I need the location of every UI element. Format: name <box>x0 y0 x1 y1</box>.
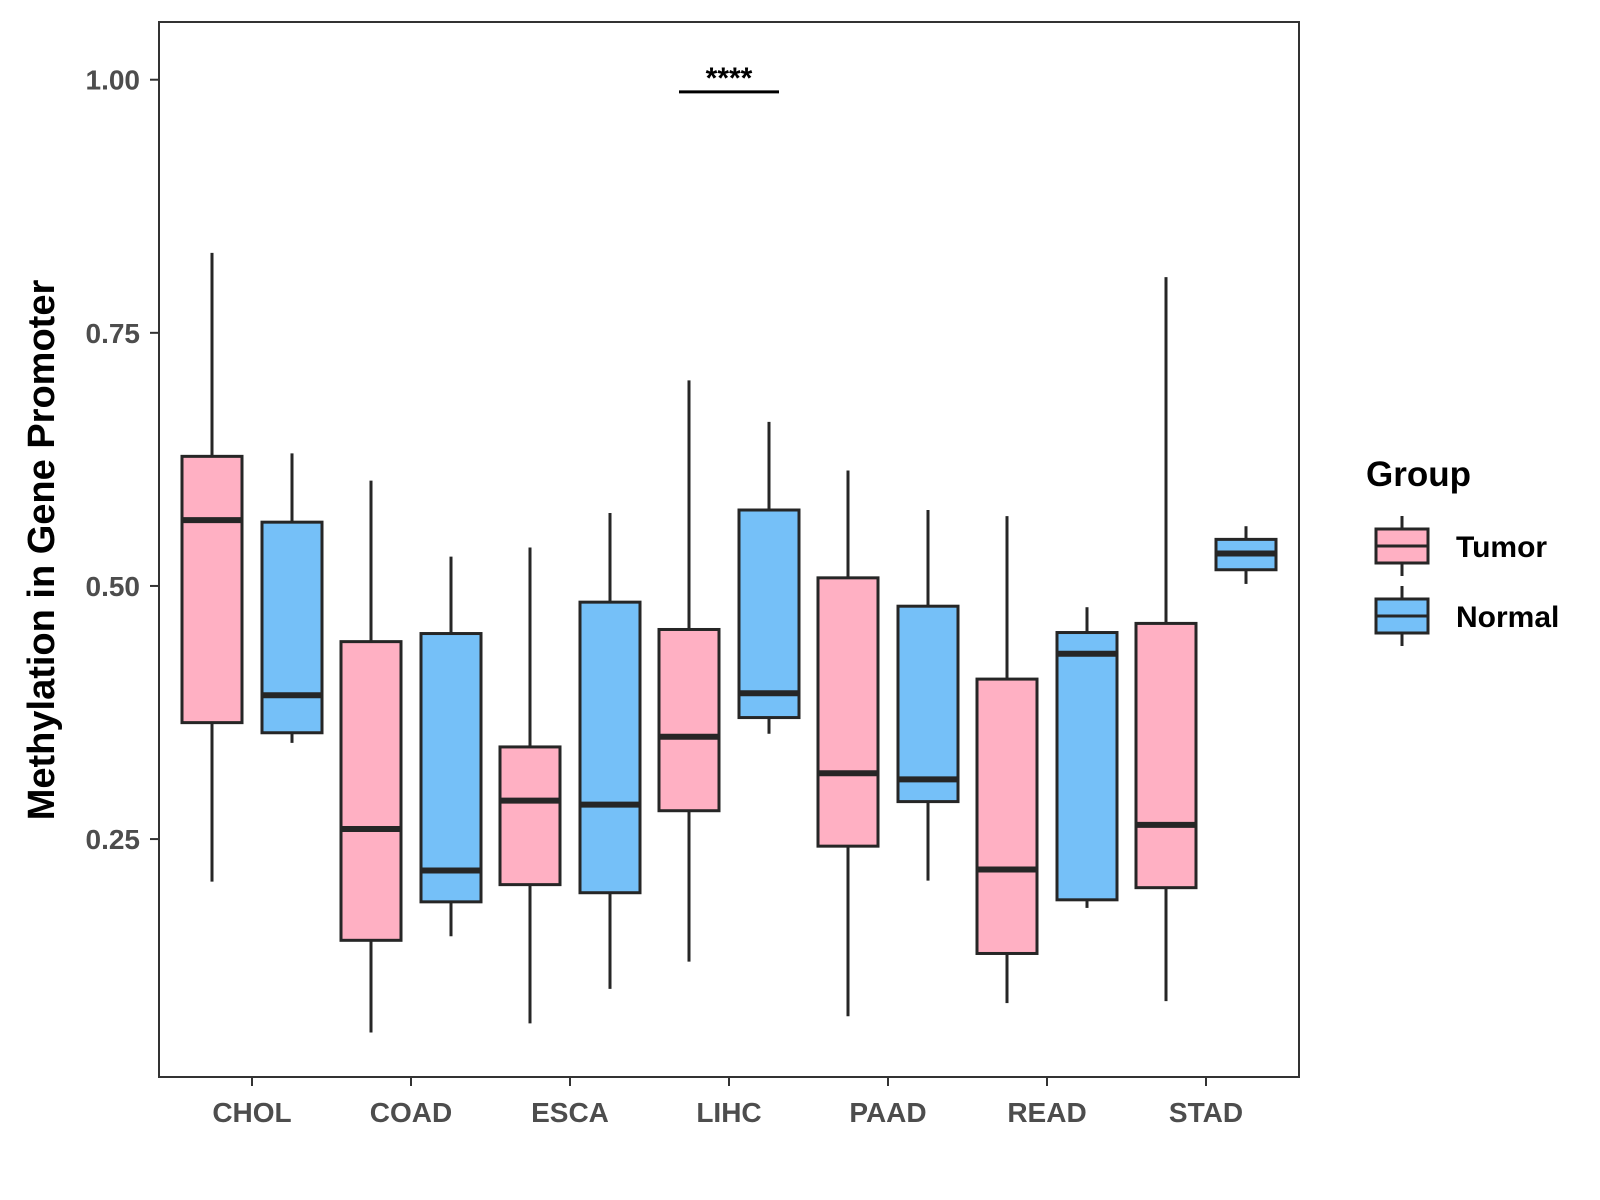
significance-label: **** <box>706 62 753 95</box>
box-tumor-chol <box>180 252 244 882</box>
y-tick-label: 0.75 <box>86 318 141 349</box>
box-normal-coad <box>419 556 483 937</box>
box-tumor-lihc <box>657 380 721 962</box>
box-tumor-paad <box>816 470 880 1017</box>
y-axis-title: Methylation in Gene Promoter <box>21 280 63 821</box>
box-normal-read <box>1055 607 1119 908</box>
box-body <box>1055 631 1119 902</box>
box-body <box>896 604 960 804</box>
x-tick-label: ESCA <box>531 1097 609 1128</box>
x-tick-label: CHOL <box>212 1097 291 1128</box>
y-tick-label: 0.50 <box>86 571 141 602</box>
box-body <box>737 508 801 720</box>
legend-title: Group <box>1366 455 1471 494</box>
box-body <box>657 627 721 813</box>
y-tick-label: 1.00 <box>86 65 141 96</box>
box-body <box>498 745 562 887</box>
x-tick-label: COAD <box>370 1097 452 1128</box>
legend: Group Tumor Normal <box>1366 455 1559 646</box>
plot-panel <box>158 21 1300 1078</box>
box-layer <box>180 252 1278 1033</box>
box-body <box>339 640 403 942</box>
box-normal-esca <box>578 513 642 989</box>
y-tick-label: 0.25 <box>86 824 141 855</box>
box-body <box>975 677 1039 955</box>
box-normal-stad <box>1214 526 1278 584</box>
box-normal-paad <box>896 510 960 881</box>
x-tick-label: READ <box>1007 1097 1086 1128</box>
box-body <box>180 454 244 725</box>
legend-item-normal: Normal <box>1374 586 1559 646</box>
box-tumor-esca <box>498 547 562 1024</box>
box-tumor-coad <box>339 480 403 1033</box>
x-tick-label: LIHC <box>696 1097 761 1128</box>
box-body <box>816 576 880 848</box>
legend-item-tumor: Tumor <box>1374 516 1547 576</box>
box-tumor-read <box>975 516 1039 1004</box>
box-body <box>1134 621 1198 890</box>
x-tick-label: STAD <box>1169 1097 1243 1128</box>
x-axis: CHOL COAD ESCA LIHC PAAD READ STAD <box>212 1077 1243 1128</box>
legend-label-normal: Normal <box>1456 601 1559 634</box>
box-tumor-stad <box>1134 277 1198 1002</box>
box-normal-lihc <box>737 421 801 734</box>
annotation-layer: **** <box>679 62 779 95</box>
box-normal-chol <box>260 453 324 743</box>
box-body <box>260 520 324 735</box>
box-body <box>578 600 642 895</box>
x-tick-label: PAAD <box>849 1097 926 1128</box>
box-body <box>419 632 483 904</box>
y-axis: 0.25 0.50 0.75 1.00 <box>86 65 159 855</box>
legend-label-tumor: Tumor <box>1456 531 1547 564</box>
